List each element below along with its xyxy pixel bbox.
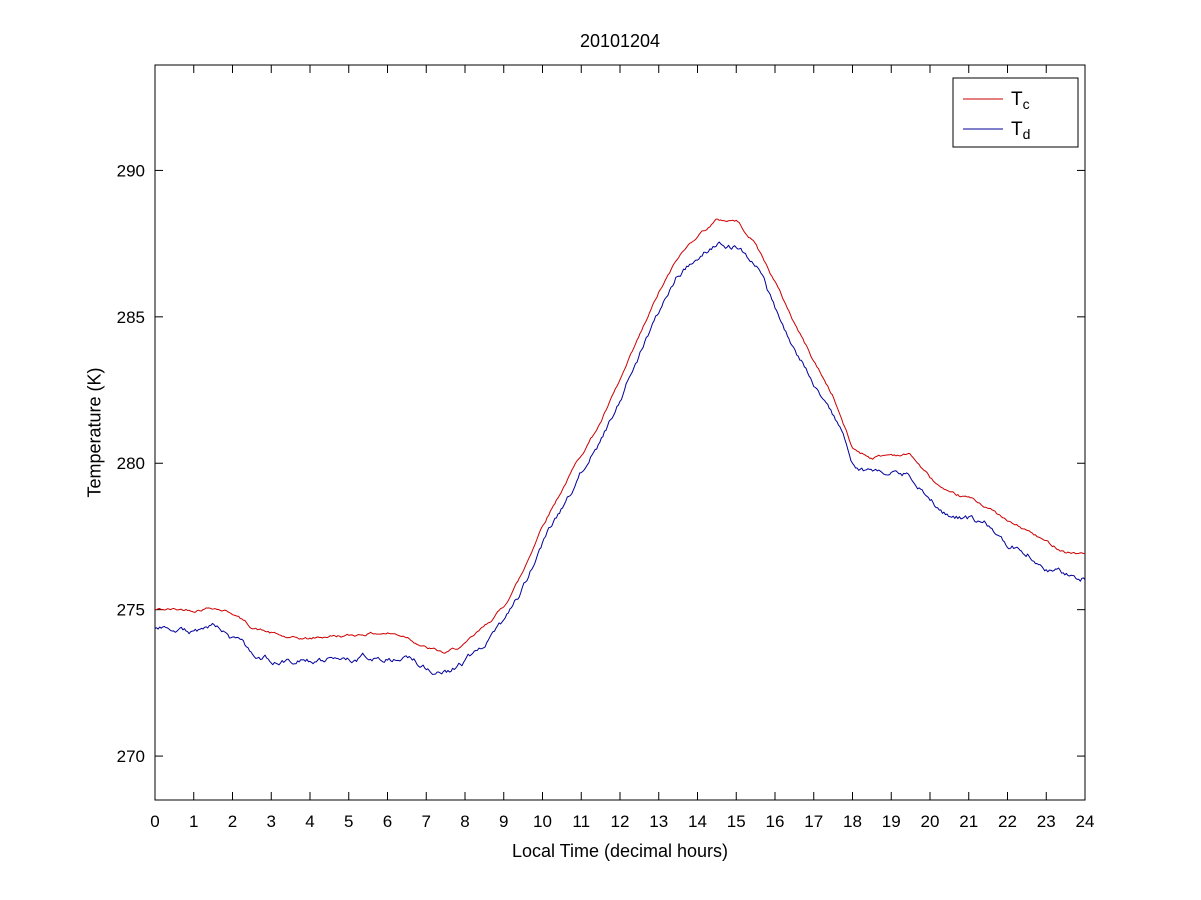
x-tick-label: 4: [305, 812, 314, 831]
x-tick-label: 18: [843, 812, 862, 831]
x-tick-label: 6: [383, 812, 392, 831]
x-tick-label: 24: [1076, 812, 1095, 831]
x-tick-label: 16: [766, 812, 785, 831]
x-tick-label: 0: [150, 812, 159, 831]
x-axis-label: Local Time (decimal hours): [511, 841, 729, 861]
x-tick-label: 19: [882, 812, 901, 831]
y-tick-label: 275: [117, 601, 145, 620]
series-line-T_d: [154, 241, 1086, 675]
x-tick-label: 15: [727, 812, 746, 831]
x-tick-label: 13: [649, 812, 668, 831]
y-tick-label: 280: [117, 454, 145, 473]
series-line-T_c: [154, 218, 1086, 654]
x-tick-label: 21: [959, 812, 978, 831]
x-tick-label: 8: [460, 812, 469, 831]
x-tick-label: 22: [998, 812, 1017, 831]
x-tick-label: 12: [611, 812, 630, 831]
chart-title: 20101204: [579, 31, 661, 51]
x-tick-label: 20: [921, 812, 940, 831]
x-tick-label: 5: [344, 812, 353, 831]
x-tick-label: 2: [228, 812, 237, 831]
x-tick-label: 23: [1037, 812, 1056, 831]
axes-box: [154, 64, 1086, 801]
x-tick-label: 10: [533, 812, 552, 831]
y-tick-label: 285: [117, 308, 145, 327]
x-tick-label: 9: [499, 812, 508, 831]
y-tick-label: 270: [117, 747, 145, 766]
x-tick-label: 7: [422, 812, 431, 831]
x-tick-label: 1: [189, 812, 198, 831]
y-tick-label: 290: [117, 161, 145, 180]
x-tick-label: 11: [572, 812, 590, 831]
x-tick-label: 14: [688, 812, 707, 831]
x-tick-label: 17: [804, 812, 823, 831]
legend-box: [952, 77, 1079, 148]
x-tick-label: 3: [267, 812, 276, 831]
